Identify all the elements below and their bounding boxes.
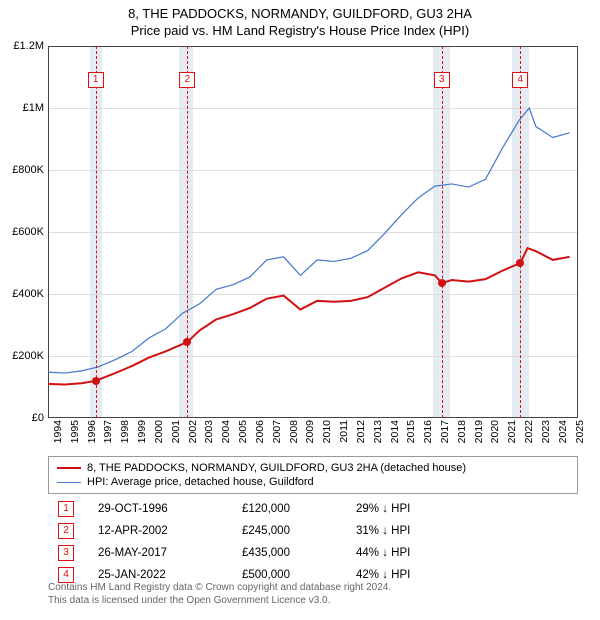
marker-line	[187, 46, 188, 418]
xtick-label: 2005	[237, 420, 249, 443]
xtick-label: 2014	[389, 420, 401, 443]
transaction-price: £435,000	[242, 547, 332, 559]
series-line	[48, 248, 570, 384]
marker-label: 1	[88, 72, 104, 88]
xtick-label: 1994	[52, 420, 64, 443]
transaction-compare: 29% ↓ HPI	[356, 503, 456, 515]
marker-line	[96, 46, 97, 418]
transaction-date: 29-OCT-1996	[98, 503, 218, 515]
transaction-date: 25-JAN-2022	[98, 569, 218, 581]
xtick-label: 2025	[574, 420, 586, 443]
marker-label: 3	[434, 72, 450, 88]
xtick-label: 1995	[69, 420, 81, 443]
xtick-label: 2024	[557, 420, 569, 443]
ytick-label: £400K	[4, 288, 44, 300]
transactions-table: 1 29-OCT-1996 £120,000 29% ↓ HPI 2 12-APR-200…	[48, 498, 578, 586]
ytick-label: £1M	[4, 102, 44, 114]
marker-dot	[516, 259, 524, 267]
ytick-label: £600K	[4, 226, 44, 238]
xtick-label: 1999	[136, 420, 148, 443]
legend-swatch	[57, 482, 81, 483]
transaction-row: 1 29-OCT-1996 £120,000 29% ↓ HPI	[48, 498, 578, 520]
transaction-price: £120,000	[242, 503, 332, 515]
xtick-label: 2022	[523, 420, 535, 443]
marker-line	[520, 46, 521, 418]
xtick-label: 1996	[86, 420, 98, 443]
footer: Contains HM Land Registry data © Crown c…	[48, 582, 391, 607]
transaction-marker: 1	[58, 501, 74, 517]
marker-dot	[438, 279, 446, 287]
legend: 8, THE PADDOCKS, NORMANDY, GUILDFORD, GU…	[48, 456, 578, 494]
xtick-label: 2023	[540, 420, 552, 443]
footer-line-2: This data is licensed under the Open Gov…	[48, 595, 391, 608]
marker-dot	[183, 338, 191, 346]
ytick-label: £800K	[4, 164, 44, 176]
xtick-label: 2017	[439, 420, 451, 443]
xtick-label: 2002	[187, 420, 199, 443]
legend-item: HPI: Average price, detached house, Guil…	[57, 475, 569, 489]
transaction-date: 12-APR-2002	[98, 525, 218, 537]
xtick-label: 2013	[372, 420, 384, 443]
xtick-label: 2020	[489, 420, 501, 443]
xtick-label: 2011	[338, 420, 350, 443]
ytick-label: £0	[4, 412, 44, 424]
marker-dot	[92, 377, 100, 385]
xtick-label: 1998	[119, 420, 131, 443]
ytick-label: £200K	[4, 350, 44, 362]
xtick-label: 2010	[321, 420, 333, 443]
legend-label: HPI: Average price, detached house, Guil…	[87, 476, 314, 488]
transaction-price: £500,000	[242, 569, 332, 581]
transaction-row: 3 26-MAY-2017 £435,000 44% ↓ HPI	[48, 542, 578, 564]
xtick-label: 2007	[271, 420, 283, 443]
xtick-label: 2001	[170, 420, 182, 443]
xtick-label: 2015	[405, 420, 417, 443]
xtick-label: 2004	[220, 420, 232, 443]
root: 8, THE PADDOCKS, NORMANDY, GUILDFORD, GU…	[0, 0, 600, 620]
xtick-label: 2019	[473, 420, 485, 443]
transaction-marker: 3	[58, 545, 74, 561]
legend-swatch	[57, 467, 81, 469]
transaction-date: 26-MAY-2017	[98, 547, 218, 559]
xtick-label: 2003	[203, 420, 215, 443]
chart-lines	[48, 46, 578, 418]
chart-title: 8, THE PADDOCKS, NORMANDY, GUILDFORD, GU…	[0, 0, 600, 21]
marker-label: 4	[512, 72, 528, 88]
transaction-compare: 42% ↓ HPI	[356, 569, 456, 581]
footer-line-1: Contains HM Land Registry data © Crown c…	[48, 582, 391, 595]
xtick-label: 2009	[304, 420, 316, 443]
marker-label: 2	[179, 72, 195, 88]
transaction-price: £245,000	[242, 525, 332, 537]
xtick-label: 2008	[288, 420, 300, 443]
transaction-row: 2 12-APR-2002 £245,000 31% ↓ HPI	[48, 520, 578, 542]
legend-item: 8, THE PADDOCKS, NORMANDY, GUILDFORD, GU…	[57, 461, 569, 475]
transaction-marker: 2	[58, 523, 74, 539]
chart-subtitle: Price paid vs. HM Land Registry's House …	[0, 21, 600, 38]
transaction-compare: 44% ↓ HPI	[356, 547, 456, 559]
marker-line	[442, 46, 443, 418]
xtick-label: 2018	[456, 420, 468, 443]
ytick-label: £1.2M	[4, 40, 44, 52]
xtick-label: 2016	[422, 420, 434, 443]
xtick-label: 2021	[506, 420, 518, 443]
series-line	[48, 108, 570, 373]
xtick-label: 2006	[254, 420, 266, 443]
transaction-marker: 4	[58, 567, 74, 583]
xtick-label: 2012	[355, 420, 367, 443]
transaction-compare: 31% ↓ HPI	[356, 525, 456, 537]
xtick-label: 1997	[102, 420, 114, 443]
legend-label: 8, THE PADDOCKS, NORMANDY, GUILDFORD, GU…	[87, 462, 466, 474]
xtick-label: 2000	[153, 420, 165, 443]
